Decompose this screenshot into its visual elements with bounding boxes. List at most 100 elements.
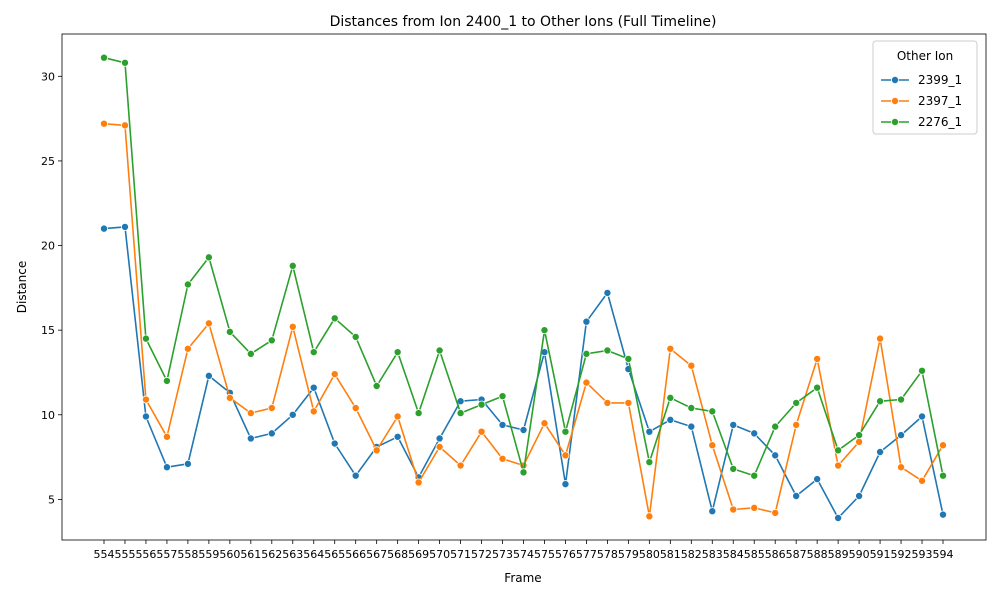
data-point-2399_1 [120, 222, 129, 231]
y-tick-label: 5 [48, 493, 55, 506]
data-point-2276_1 [624, 354, 633, 363]
data-point-2399_1 [561, 480, 570, 489]
data-point-2397_1 [603, 398, 612, 407]
data-point-2276_1 [141, 334, 150, 343]
data-point-2276_1 [561, 427, 570, 436]
data-point-2276_1 [918, 366, 927, 375]
data-point-2399_1 [309, 383, 318, 392]
data-point-2397_1 [582, 378, 591, 387]
data-point-2276_1 [267, 336, 276, 345]
data-point-2399_1 [393, 432, 402, 441]
data-point-2276_1 [393, 348, 402, 357]
x-tick-label: 586 [765, 548, 786, 561]
data-point-2397_1 [225, 393, 234, 402]
x-tick-label: 560 [219, 548, 240, 561]
legend-box [872, 40, 978, 135]
x-tick-label: 588 [807, 548, 828, 561]
x-tick-label: 558 [177, 548, 198, 561]
data-point-2397_1 [834, 461, 843, 470]
data-point-2399_1 [141, 412, 150, 421]
data-point-2397_1 [162, 432, 171, 441]
data-point-2397_1 [897, 463, 906, 472]
data-point-2276_1 [792, 398, 801, 407]
x-tick-label: 584 [723, 548, 744, 561]
data-point-2397_1 [309, 407, 318, 416]
data-point-2397_1 [141, 395, 150, 404]
data-point-2399_1 [330, 439, 339, 448]
x-tick-label: 581 [660, 548, 681, 561]
data-point-2397_1 [645, 512, 654, 521]
x-tick-label: 561 [240, 548, 261, 561]
data-point-2276_1 [897, 395, 906, 404]
data-point-2397_1 [414, 478, 423, 487]
data-point-2399_1 [603, 288, 612, 297]
data-point-2276_1 [666, 393, 675, 402]
x-tick-label: 566 [345, 548, 366, 561]
data-point-2276_1 [162, 376, 171, 385]
data-point-2276_1 [414, 409, 423, 418]
data-point-2399_1 [897, 431, 906, 440]
data-point-2397_1 [372, 446, 381, 455]
legend-label-2397_1: 2397_1 [918, 94, 962, 108]
y-tick-label: 15 [41, 324, 55, 337]
data-point-2399_1 [708, 507, 717, 516]
data-point-2397_1 [561, 451, 570, 460]
data-point-2276_1 [603, 346, 612, 355]
x-tick-label: 591 [870, 548, 891, 561]
data-point-2276_1 [204, 253, 213, 262]
x-tick-label: 556 [135, 548, 156, 561]
x-tick-label: 583 [702, 548, 723, 561]
data-point-2276_1 [582, 349, 591, 358]
data-point-2399_1 [267, 429, 276, 438]
x-tick-label: 580 [639, 548, 660, 561]
plot-area: 554 555 556 557 558 559 560 561 562 563 564 565 566 5… [41, 53, 954, 561]
y-tick-label: 30 [41, 70, 55, 83]
x-tick-label: 579 [618, 548, 639, 561]
x-tick-label: 567 [366, 548, 387, 561]
x-axis-label: Frame [504, 571, 541, 585]
data-point-2276_1 [729, 464, 738, 473]
data-point-2399_1 [162, 463, 171, 472]
x-tick-label: 562 [261, 548, 282, 561]
data-point-2399_1 [246, 434, 255, 443]
data-point-2397_1 [477, 427, 486, 436]
data-point-2397_1 [498, 454, 507, 463]
data-point-2397_1 [855, 437, 864, 446]
x-tick-label: 587 [786, 548, 807, 561]
x-tick-label: 554 [94, 548, 115, 561]
data-point-2397_1 [267, 403, 276, 412]
data-point-2276_1 [246, 349, 255, 358]
data-point-2397_1 [771, 508, 780, 517]
data-point-2399_1 [918, 412, 927, 421]
data-point-2276_1 [225, 327, 234, 336]
data-point-2397_1 [456, 461, 465, 470]
data-point-2397_1 [729, 505, 738, 514]
x-tick-label: 564 [303, 548, 324, 561]
legend-label-2399_1: 2399_1 [918, 73, 962, 87]
data-point-2399_1 [666, 415, 675, 424]
plot-frame [61, 33, 987, 541]
data-point-2397_1 [813, 354, 822, 363]
data-point-2399_1 [288, 410, 297, 419]
x-tick-label: 559 [198, 548, 219, 561]
data-point-2397_1 [393, 412, 402, 421]
data-point-2276_1 [813, 383, 822, 392]
data-point-2399_1 [498, 420, 507, 429]
data-point-2399_1 [687, 422, 696, 431]
legend: Other Ion 2399_1 2397_1 2276_1 [872, 40, 978, 135]
x-tick-label: 574 [513, 548, 534, 561]
data-point-2399_1 [771, 451, 780, 460]
data-point-2276_1 [372, 381, 381, 390]
x-tick-label: 582 [681, 548, 702, 561]
data-point-2399_1 [351, 471, 360, 480]
data-point-2397_1 [330, 370, 339, 379]
data-point-2276_1 [519, 468, 528, 477]
data-point-2399_1 [204, 371, 213, 380]
x-tick-label: 593 [912, 548, 933, 561]
x-tick-label: 572 [471, 548, 492, 561]
x-tick-label: 563 [282, 548, 303, 561]
x-tick-label: 594 [933, 548, 954, 561]
legend-marker-2397_1 [891, 97, 900, 106]
data-point-2397_1 [708, 441, 717, 450]
x-tick-label: 570 [429, 548, 450, 561]
